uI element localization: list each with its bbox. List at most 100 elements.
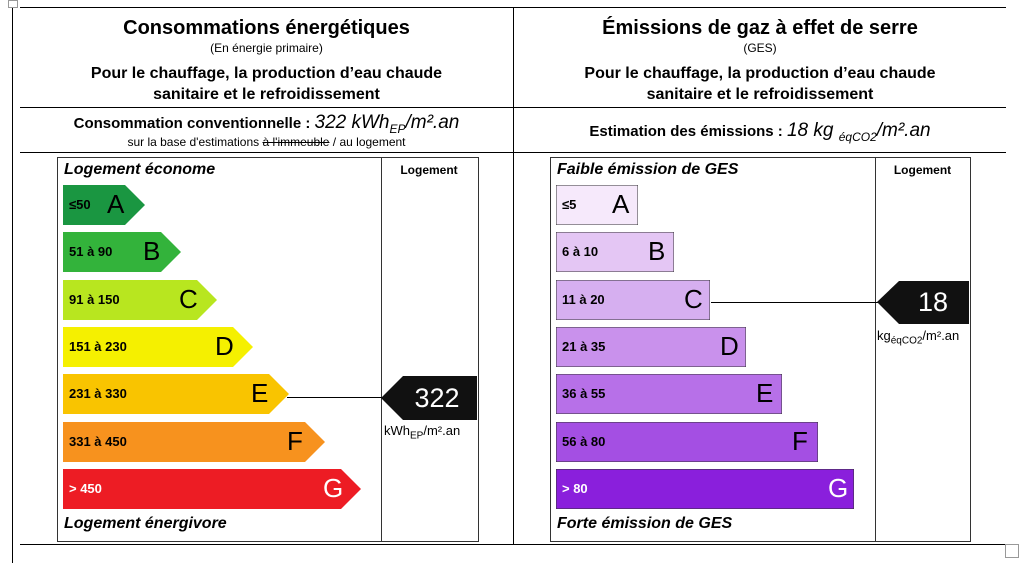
energy-column-divider [381, 158, 382, 541]
energy-class-letter: A [107, 189, 125, 219]
ges-estimate-value: 18 kg [786, 120, 839, 141]
ges-estimate-label: Estimation des émissions : [589, 123, 787, 140]
ges-class-b: 6 à 10 B [556, 232, 674, 273]
energy-class-range: 151 à 230 [69, 338, 127, 354]
energy-class-shape [63, 421, 325, 462]
ges-class-shape [556, 232, 674, 273]
energy-class-shape [63, 374, 289, 415]
ges-bottom-label: Forte émission de GES [557, 515, 733, 532]
energy-class-g: > 450 G [63, 468, 361, 509]
ges-class-range: ≤5 [562, 197, 577, 212]
table-left-border [12, 0, 13, 563]
energy-class-shape [63, 326, 253, 367]
energy-marker-line [287, 397, 387, 398]
energy-value-marker: 322 [381, 376, 477, 420]
ges-class-shape [556, 374, 782, 415]
energy-value-text: 322 [414, 383, 459, 413]
ges-class-letter: C [684, 283, 703, 314]
energy-class-b: 51 à 90 B [63, 232, 181, 273]
energy-class-c: 91 à 150 C [63, 279, 217, 320]
energy-description-line1: Pour le chauffage, la production d’eau c… [90, 65, 443, 82]
energy-top-label: Logement économe [64, 161, 216, 178]
energy-class-e: 231 à 330 E [63, 374, 289, 415]
energy-consumption-unit: /m².an [405, 112, 460, 133]
energy-bottom-label: Logement énergivore [64, 515, 227, 532]
energy-class-range: ≤50 [69, 197, 91, 212]
energy-value-unit: kWhEP/m².an [384, 423, 460, 442]
ges-subtitle: (GES) [743, 41, 777, 55]
ges-class-shape [556, 421, 818, 462]
energy-class-letter: D [215, 330, 234, 361]
energy-class-shape [63, 185, 145, 225]
ges-class-g: > 80 G [556, 468, 854, 509]
energy-class-letter: B [143, 236, 161, 267]
ges-value-unit: kgéqCO2/m².an [877, 328, 959, 347]
ges-class-range: 56 à 80 [562, 433, 606, 449]
energy-class-range: 51 à 90 [69, 244, 113, 260]
energy-basis-line: sur la base d'estimations à l'immeuble /… [20, 135, 513, 149]
energy-basis-prefix: sur la base d'estimations [127, 135, 263, 149]
energy-description-line2: sanitaire et le refroidissement [153, 86, 380, 103]
energy-class-d: 151 à 230 D [63, 326, 253, 367]
ges-class-range: 6 à 10 [562, 244, 599, 260]
energy-unit-tail: /m².an [423, 423, 461, 438]
ges-estimate-unit: /m².an [876, 120, 931, 141]
ges-class-shape [556, 279, 710, 320]
ges-class-letter: B [648, 236, 666, 267]
ges-estimate-line: Estimation des émissions : 18 kg éqCO2/m… [514, 120, 1006, 144]
ges-class-range: 11 à 20 [562, 291, 605, 307]
ges-top-label: Faible émission de GES [557, 161, 739, 178]
ges-value-marker: 18 [877, 281, 969, 324]
ges-class-range: 21 à 35 [562, 338, 606, 354]
energy-class-letter: F [287, 425, 303, 456]
energy-consumption-line: Consommation conventionnelle : 322 kWhEP… [20, 112, 513, 136]
ges-class-shape [556, 326, 746, 367]
ges-class-letter: A [612, 189, 630, 219]
energy-class-letter: E [251, 378, 269, 409]
ges-column-divider [875, 158, 876, 541]
ges-class-letter: E [756, 378, 774, 409]
ges-class-range: > 80 [562, 480, 588, 496]
header-divider [20, 107, 1006, 108]
ges-unit-sub: éqCO2 [890, 335, 923, 347]
subheader-divider [20, 152, 1006, 153]
resize-handle[interactable] [1005, 544, 1019, 558]
ges-class-shape [556, 185, 638, 225]
energy-class-shape [63, 279, 217, 320]
energy-class-range: > 450 [69, 480, 102, 496]
energy-class-letter: C [179, 283, 198, 314]
energy-consumption-sub: EP [389, 121, 406, 136]
ges-class-c: 11 à 20 C [556, 279, 710, 320]
ges-title: Émissions de gaz à effet de serre [602, 17, 918, 39]
ges-class-letter: D [720, 330, 739, 361]
table-bottom-border [20, 544, 1006, 545]
energy-unit-main: kWh [384, 423, 410, 438]
energy-basis-suffix: / au logement [329, 135, 406, 149]
ges-description: Pour le chauffage, la production d’eau c… [514, 63, 1006, 105]
ges-label-panel: Faible émission de GES Forte émission de… [550, 157, 971, 542]
ges-class-range: 36 à 55 [562, 386, 606, 402]
energy-subtitle: (En énergie primaire) [210, 41, 323, 55]
ges-class-shape [556, 468, 854, 509]
ges-unit-main: kg [877, 328, 891, 343]
energy-unit-sub: EP [410, 430, 424, 442]
energy-class-f: 331 à 450 F [63, 421, 325, 462]
ges-class-a: ≤5 A [556, 185, 638, 225]
ges-value-text: 18 [918, 287, 948, 317]
energy-class-a: ≤50 A [63, 185, 145, 225]
ges-class-letter: G [828, 472, 849, 503]
energy-column-header: Logement [400, 163, 458, 177]
energy-label-panel: Logement économe Logement énergivore Log… [57, 157, 479, 542]
table-center-divider [513, 7, 514, 544]
energy-title: Consommations énergétiques [123, 17, 410, 39]
energy-consumption-value: 322 kWh [314, 112, 390, 133]
ges-class-d: 21 à 35 D [556, 326, 746, 367]
ges-estimate-sub: éqCO2 [838, 129, 877, 144]
energy-class-range: 91 à 150 [69, 291, 120, 307]
ges-column-header: Logement [893, 163, 952, 177]
energy-basis-struck: à l'immeuble [262, 135, 330, 149]
energy-class-range: 231 à 330 [69, 386, 127, 402]
ges-marker-line [711, 302, 881, 303]
table-handle[interactable] [8, 0, 18, 8]
ges-description-line2: sanitaire et le refroidissement [646, 86, 874, 103]
